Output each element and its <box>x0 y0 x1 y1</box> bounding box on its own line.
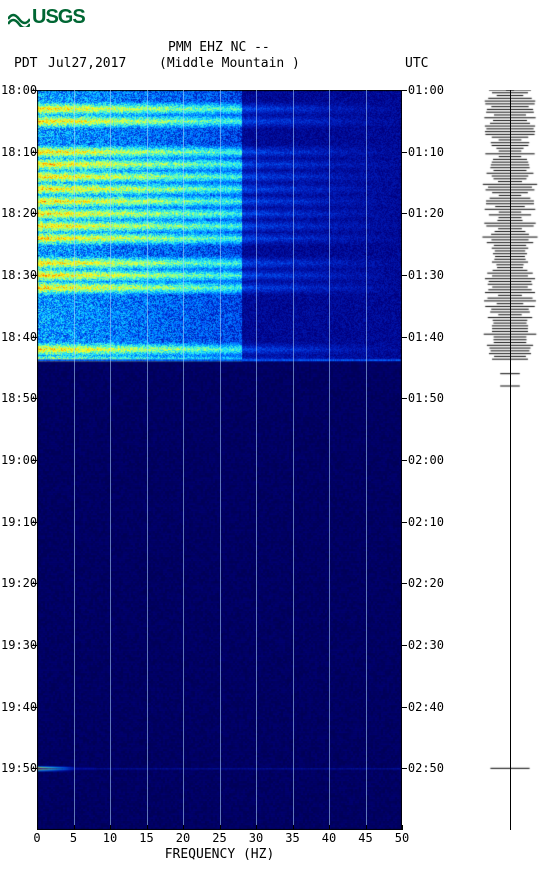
station-code: PMM EHZ NC -- <box>168 40 270 55</box>
seismogram-trace <box>480 90 540 830</box>
y-tick-right: 02:20 <box>408 576 444 590</box>
x-tick: 25 <box>212 831 226 845</box>
y-tick-right: 01:10 <box>408 145 444 159</box>
wave-icon <box>8 9 30 27</box>
y-tick-right: 01:40 <box>408 330 444 344</box>
x-tick: 5 <box>70 831 77 845</box>
x-tick: 10 <box>103 831 117 845</box>
x-tick: 40 <box>322 831 336 845</box>
logo-text: USGS <box>32 6 85 29</box>
x-tick: 15 <box>139 831 153 845</box>
y-tick-right: 01:50 <box>408 391 444 405</box>
y-tick-right: 02:00 <box>408 453 444 467</box>
x-tick: 0 <box>33 831 40 845</box>
y-tick-right: 01:20 <box>408 206 444 220</box>
x-axis-label: FREQUENCY (HZ) <box>37 847 402 862</box>
station-name: (Middle Mountain ) <box>159 56 300 71</box>
x-tick: 35 <box>285 831 299 845</box>
y-tick-right: 01:00 <box>408 83 444 97</box>
y-tick-right: 02:50 <box>408 761 444 775</box>
x-tick: 45 <box>358 831 372 845</box>
y-tick-right: 02:40 <box>408 700 444 714</box>
y-tick-right: 02:10 <box>408 515 444 529</box>
x-tick: 30 <box>249 831 263 845</box>
x-tick: 50 <box>395 831 409 845</box>
y-tick-right: 02:30 <box>408 638 444 652</box>
y-tick-right: 01:30 <box>408 268 444 282</box>
usgs-logo: USGS <box>8 6 85 29</box>
date-label: Jul27,2017 <box>48 56 126 71</box>
tz-right-label: UTC <box>405 56 428 71</box>
x-tick: 20 <box>176 831 190 845</box>
seismo-canvas <box>480 90 540 830</box>
spectrogram-plot: 05101520253035404550 18:0018:1018:2018:3… <box>37 90 402 830</box>
tz-left-label: PDT <box>14 56 37 71</box>
